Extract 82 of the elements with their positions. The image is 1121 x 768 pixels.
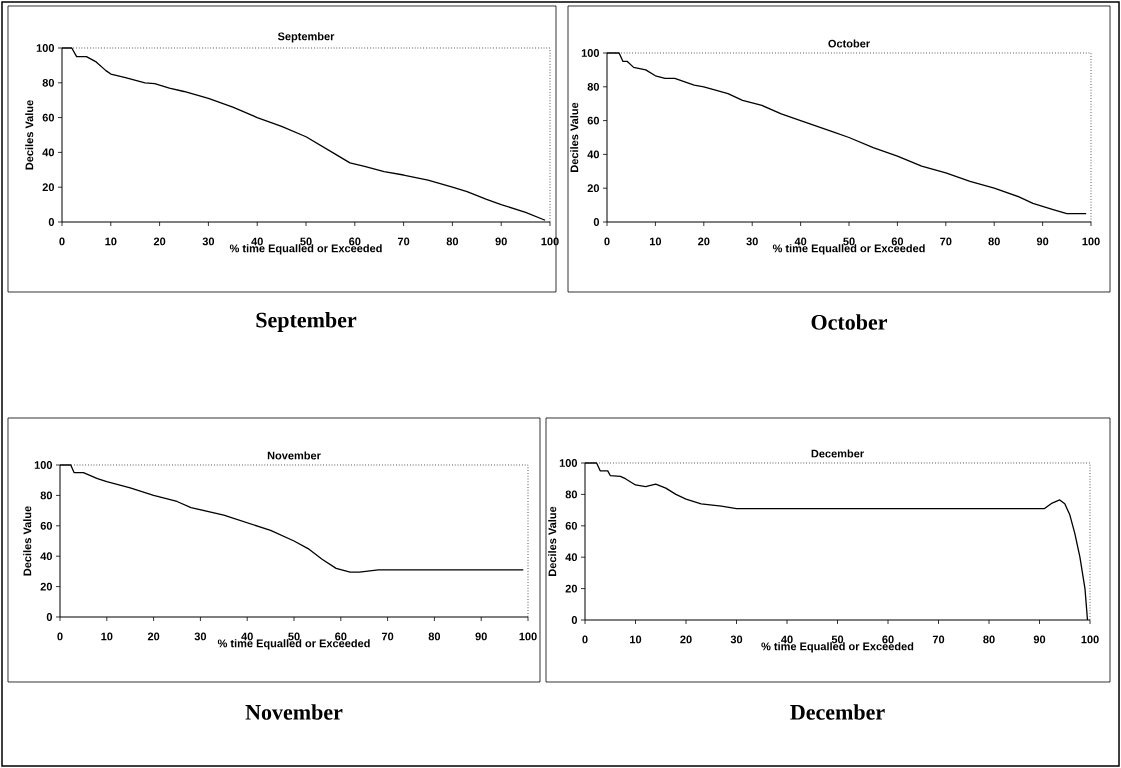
x-tick-label: 20 [698, 237, 710, 246]
x-axis-title: % time Equalled or Exceeded [761, 642, 914, 653]
x-tick-label: 70 [940, 237, 952, 246]
x-tick-label: 60 [882, 635, 894, 644]
y-tick-label: 0 [571, 616, 578, 624]
y-axis-title: Deciles Value [23, 506, 32, 576]
text: December [790, 704, 885, 720]
x-tick-label: 60 [335, 632, 347, 641]
y-tick-label: 0 [593, 218, 600, 226]
y-tick-label: 20 [42, 183, 55, 192]
x-tick-label: 100 [541, 237, 559, 246]
x-axis-title: % time Equalled or Exceeded [217, 639, 370, 650]
x-tick-label: 70 [932, 635, 945, 644]
x-tick-label: 50 [300, 237, 312, 246]
y-tick-label: 100 [34, 461, 53, 469]
y-tick-label: 60 [587, 116, 600, 125]
chart-title: October [828, 39, 870, 48]
y-tick-label: 100 [581, 49, 600, 57]
y-tick-label: 80 [565, 490, 578, 499]
text: October [811, 314, 888, 330]
x-axis-title: % time Equalled or Exceeded [229, 244, 382, 255]
y-tick-label: 0 [48, 218, 55, 226]
x-tick-label: 50 [288, 632, 300, 641]
y-tick-label: 20 [40, 582, 53, 591]
x-tick-label: 60 [349, 237, 361, 246]
x-tick-label: 40 [794, 237, 807, 246]
x-tick-label: 100 [1082, 237, 1100, 246]
y-tick-label: 20 [587, 184, 600, 193]
x-tick-label: 30 [730, 635, 743, 644]
x-tick-label: 10 [630, 635, 642, 644]
x-tick-label: 90 [495, 237, 507, 246]
x-tick-label: 100 [519, 632, 537, 641]
y-tick-label: 60 [42, 113, 55, 122]
x-tick-label: 0 [604, 237, 610, 246]
x-tick-label: 30 [202, 237, 215, 246]
x-tick-label: 10 [105, 237, 117, 246]
x-tick-label: 30 [194, 632, 207, 641]
y-tick-label: 20 [565, 584, 578, 593]
x-tick-label: 20 [147, 632, 160, 641]
x-tick-label: 80 [428, 632, 441, 641]
x-tick-label: 20 [153, 237, 166, 246]
y-tick-label: 60 [40, 521, 53, 530]
x-tick-label: 80 [446, 237, 459, 246]
x-tick-label: 10 [101, 632, 113, 641]
y-tick-label: 40 [587, 150, 600, 159]
x-tick-label: 80 [983, 635, 995, 644]
x-tick-label: 10 [649, 237, 662, 246]
x-tick-label: 80 [988, 237, 1000, 246]
y-tick-label: 0 [46, 613, 53, 621]
x-tick-label: 90 [475, 632, 487, 641]
x-tick-label: 70 [397, 237, 410, 246]
y-tick-label: 80 [42, 78, 55, 87]
x-tick-label: 90 [1033, 635, 1046, 644]
y-axis-title: Deciles Value [570, 102, 579, 172]
chart-title: September [277, 32, 335, 43]
y-tick-label: 40 [40, 552, 53, 561]
x-tick-label: 60 [891, 237, 904, 246]
text: November [245, 704, 343, 720]
x-tick-label: 100 [1081, 635, 1099, 644]
x-tick-label: 90 [1036, 237, 1049, 246]
y-tick-label: 100 [559, 459, 578, 467]
text: September [256, 312, 357, 332]
x-tick-label: 0 [59, 237, 65, 246]
x-tick-label: 40 [251, 237, 263, 246]
chart-title: November [267, 451, 321, 460]
x-tick-label: 20 [680, 635, 692, 644]
x-tick-label: 50 [843, 237, 855, 246]
x-tick-label: 70 [381, 632, 394, 641]
x-axis-title: % time Equalled or Exceeded [772, 244, 925, 255]
y-tick-label: 40 [565, 553, 578, 562]
x-tick-label: 40 [241, 632, 253, 641]
y-axis-title: Deciles Value [25, 100, 34, 170]
chart-title: December [811, 449, 864, 458]
y-tick-label: 100 [36, 44, 55, 52]
x-tick-label: 30 [746, 237, 758, 246]
y-tick-label: 80 [587, 82, 600, 91]
y-axis-title: Deciles Value [548, 506, 557, 576]
x-tick-label: 0 [57, 632, 63, 641]
y-tick-label: 80 [40, 491, 53, 500]
y-tick-label: 60 [565, 521, 578, 530]
y-tick-label: 40 [42, 148, 55, 157]
x-tick-label: 40 [781, 635, 793, 644]
